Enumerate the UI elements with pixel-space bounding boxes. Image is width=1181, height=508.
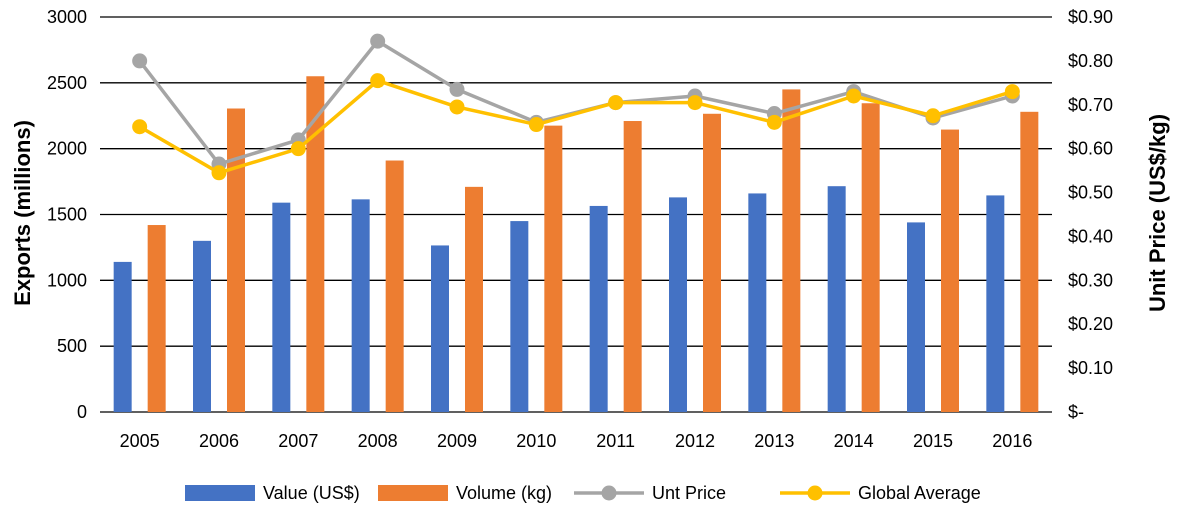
y-tick-label: 1000 <box>47 270 87 290</box>
bar-value-2011 <box>589 205 608 412</box>
legend-swatch <box>185 485 255 501</box>
bar-volume-2009 <box>465 186 483 412</box>
legend-item: Volume (kg) <box>378 483 552 503</box>
bar-value-2007 <box>272 202 291 412</box>
y2-tick-label: $0.60 <box>1068 139 1113 159</box>
y2-tick-label: $0.10 <box>1068 358 1113 378</box>
bar-volume-2007 <box>306 76 325 412</box>
y-tick-label: 500 <box>57 336 87 356</box>
bar-volume-2005 <box>147 225 166 412</box>
bars <box>113 76 1039 413</box>
y2-tick-label: $0.90 <box>1068 7 1113 27</box>
x-tick-label: 2006 <box>199 431 239 451</box>
point-global-average-2009 <box>449 99 465 115</box>
x-tick-label: 2008 <box>358 431 398 451</box>
x-tick-label: 2015 <box>913 431 953 451</box>
legend-item: Unt Price <box>574 483 726 503</box>
legend-marker <box>601 485 617 501</box>
y2-tick-label: $0.20 <box>1068 314 1113 334</box>
bar-value-2005 <box>113 261 132 412</box>
point-global-average-2012 <box>687 95 703 111</box>
y-tick-label: 0 <box>77 402 87 422</box>
bar-volume-2011 <box>623 121 642 413</box>
bar-volume-2006 <box>227 108 245 412</box>
bar-value-2015 <box>907 222 925 412</box>
y-tick-label: 3000 <box>47 7 87 27</box>
legend-item: Value (US$) <box>185 483 360 503</box>
legend-item: Global Average <box>780 483 981 503</box>
point-global-average-2005 <box>132 119 148 135</box>
bar-volume-2015 <box>941 129 959 412</box>
point-unit-price-2005 <box>132 53 148 69</box>
bar-volume-2008 <box>385 160 404 412</box>
bar-value-2016 <box>986 195 1005 412</box>
bar-volume-2010 <box>544 125 563 412</box>
y2-tick-label: $0.70 <box>1068 95 1113 115</box>
legend: Value (US$) Volume (kg) Unt Price Global Av… <box>185 483 981 503</box>
bar-value-2010 <box>510 221 529 412</box>
point-global-average-2010 <box>528 117 544 133</box>
point-unit-price-2009 <box>449 81 465 97</box>
x-tick-label: 2011 <box>596 431 635 451</box>
bar-volume-2013 <box>782 89 801 413</box>
legend-label: Unt Price <box>652 483 726 503</box>
y-tick-label: 2000 <box>47 139 87 159</box>
bar-value-2008 <box>351 199 370 412</box>
y2-tick-label: $0.50 <box>1068 183 1113 203</box>
x-tick-label: 2012 <box>675 431 715 451</box>
series-lines <box>132 33 1020 181</box>
legend-swatch <box>378 485 448 501</box>
point-global-average-2006 <box>211 165 227 181</box>
bar-volume-2016 <box>1020 111 1039 413</box>
x-tick-label: 2009 <box>437 431 477 451</box>
y2-tick-label: $0.40 <box>1068 226 1113 246</box>
y2-tick-label: $0.80 <box>1068 51 1113 71</box>
point-global-average-2016 <box>1004 84 1020 100</box>
y-tick-label: 2500 <box>47 73 87 93</box>
bar-value-2013 <box>748 193 767 412</box>
legend-label: Volume (kg) <box>456 483 552 503</box>
point-global-average-2007 <box>290 141 306 157</box>
x-tick-label: 2013 <box>754 431 794 451</box>
bar-value-2012 <box>669 197 687 412</box>
legend-label: Value (US$) <box>263 483 360 503</box>
y-axis-title: Exports (millions) <box>10 120 35 306</box>
left-axis-ticks: 0 500 1000 1500 2000 2500 3000 <box>47 7 87 422</box>
x-tick-label: 2005 <box>120 431 160 451</box>
point-global-average-2011 <box>608 95 624 111</box>
point-global-average-2015 <box>925 108 941 124</box>
line-global-average <box>138 78 1013 175</box>
bar-value-2014 <box>827 186 846 412</box>
x-tick-label: 2007 <box>278 431 318 451</box>
legend-label: Global Average <box>858 483 981 503</box>
y2-axis-title: Unit Price (US$/kg) <box>1145 114 1170 312</box>
right-axis-ticks: $- $0.10 $0.20 $0.30 $0.40 $0.50 $0.60 $0.70 $0.… <box>1068 7 1113 422</box>
point-unit-price-2008 <box>370 33 386 49</box>
x-tick-label: 2014 <box>834 431 874 451</box>
gridlines <box>100 16 1052 413</box>
point-global-average-2013 <box>766 114 782 130</box>
y2-tick-label: $0.30 <box>1068 270 1113 290</box>
x-tick-label: 2010 <box>516 431 556 451</box>
bar-value-2006 <box>193 240 211 412</box>
bar-value-2009 <box>431 245 449 412</box>
bar-volume-2014 <box>861 103 880 412</box>
x-axis-ticks: 2005 2006 2007 2008 2009 2010 2011 2012 2013 2014… <box>120 431 1033 451</box>
y2-tick-label: $- <box>1068 402 1084 422</box>
legend-marker <box>807 485 823 501</box>
point-global-average-2014 <box>846 88 862 104</box>
bar-volume-2012 <box>703 113 721 413</box>
x-tick-label: 2016 <box>992 431 1032 451</box>
point-global-average-2008 <box>370 73 386 89</box>
y-tick-label: 1500 <box>47 205 87 225</box>
